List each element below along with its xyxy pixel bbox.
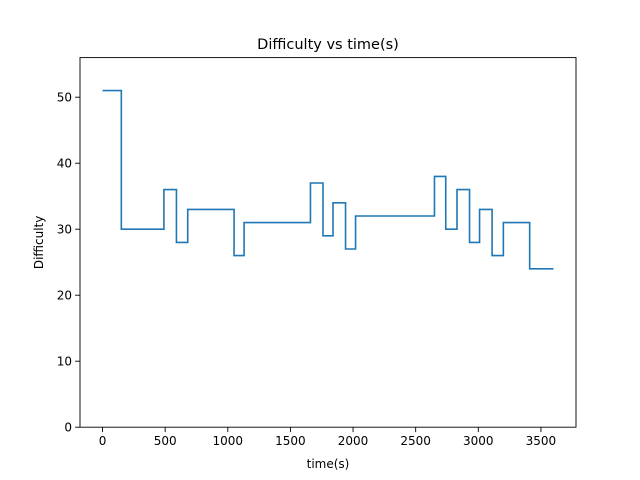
plot-area-frame (79, 57, 577, 428)
y-axis-title: Difficulty (32, 216, 46, 270)
y-tick-label: 50 (57, 91, 72, 105)
x-tick-label: 2500 (400, 434, 431, 448)
y-tick-label: 40 (57, 157, 72, 171)
x-tick-label: 3500 (526, 434, 557, 448)
x-tick-label: 3000 (463, 434, 494, 448)
y-tick-label: 30 (57, 223, 72, 237)
x-axis-title: time(s) (307, 457, 350, 471)
y-tick-label: 0 (64, 421, 72, 435)
y-axis-ticks: 0 10 20 30 40 50 (57, 91, 80, 435)
x-tick-label: 500 (154, 434, 177, 448)
x-tick-label: 1500 (275, 434, 306, 448)
x-tick-label: 1000 (213, 434, 244, 448)
x-tick-label: 2000 (338, 434, 369, 448)
y-tick-label: 20 (57, 289, 72, 303)
chart-title: Difficulty vs time(s) (257, 37, 399, 53)
difficulty-step-line (102, 89, 554, 270)
y-tick-label: 10 (57, 355, 72, 369)
x-tick-label: 0 (99, 434, 107, 448)
x-axis-ticks: 0 500 1000 1500 2000 2500 3000 3500 (99, 427, 556, 448)
series-layer (102, 89, 554, 270)
